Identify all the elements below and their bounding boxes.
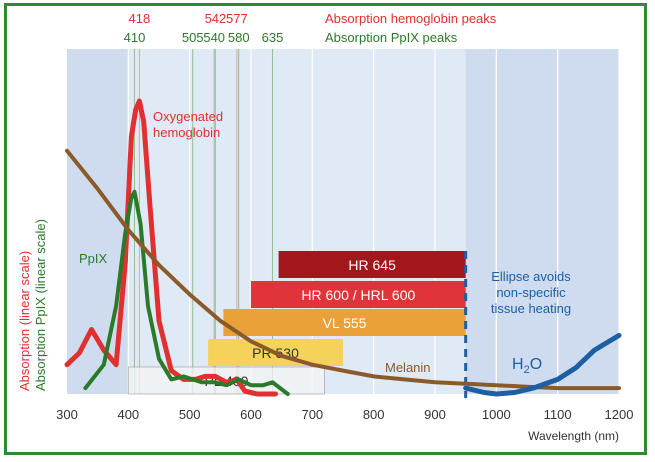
band-hr-600-hrl-600 (251, 281, 466, 308)
water-label-h: H (512, 356, 524, 373)
ppix-peak-label-635: 635 (262, 30, 284, 45)
water-label: H2O (512, 356, 542, 376)
x-tick-300: 300 (56, 407, 78, 422)
x-axis-label: Wavelength (nm) (528, 429, 619, 443)
series-melanin (65, 148, 621, 391)
ppix-peak-label-540: 540 (203, 30, 225, 45)
melanin-label: Melanin (385, 360, 431, 375)
x-tick-800: 800 (363, 407, 385, 422)
x-tick-400: 400 (117, 407, 139, 422)
chart-frame: HR 645 HR 600 / HRL 600 VL 555 PR 530 PL 400… (4, 3, 647, 455)
ellipse-line2: non-specific (496, 285, 566, 300)
oxy-label-line2: hemoglobin (153, 125, 220, 140)
band-label-vl-555: VL 555 (323, 315, 367, 331)
ppix-peak-label-505: 505 (182, 30, 204, 45)
legend-ppix-peaks: Absorption PpIX peaks (325, 30, 458, 45)
ppix-peak-label-580: 580 (228, 30, 250, 45)
ellipse-line3: tissue heating (491, 301, 571, 316)
hb-peak-label-418: 418 (129, 11, 151, 26)
x-tick-600: 600 (240, 407, 262, 422)
x-tick-700: 700 (301, 407, 323, 422)
x-tick-1000: 1000 (482, 407, 511, 422)
band-label-hr-600-hrl-600: HR 600 / HRL 600 (301, 287, 415, 303)
water-label-o: O (530, 356, 542, 373)
ppix-label: PpIX (79, 251, 108, 266)
y-axis-label-hemoglobin: Absorption (linear scale) (17, 251, 32, 391)
x-tick-1100: 1100 (544, 407, 572, 422)
plot-background-glow (128, 49, 466, 394)
series-h2o (463, 332, 622, 397)
x-tick-900: 900 (424, 407, 446, 422)
band-vl-555 (223, 309, 466, 336)
x-tick-500: 500 (179, 407, 201, 422)
hb-peak-label-542: 542 (205, 11, 227, 26)
x-tick-1200: 1200 (605, 407, 634, 422)
band-hr-645 (278, 251, 466, 278)
ellipse-line1: Ellipse avoids (491, 269, 571, 284)
ppix-peak-label-410: 410 (124, 30, 146, 45)
water-label-sub: 2 (524, 364, 530, 376)
legend-hemoglobin-peaks: Absorption hemoglobin peaks (325, 11, 497, 26)
y-axis-label-ppix: Absorption PpIX (linear scale) (33, 219, 48, 391)
hb-peak-label-577: 577 (226, 11, 248, 26)
band-label-hr-645: HR 645 (348, 257, 396, 273)
oxy-label-line1: Oxygenated (153, 109, 223, 124)
